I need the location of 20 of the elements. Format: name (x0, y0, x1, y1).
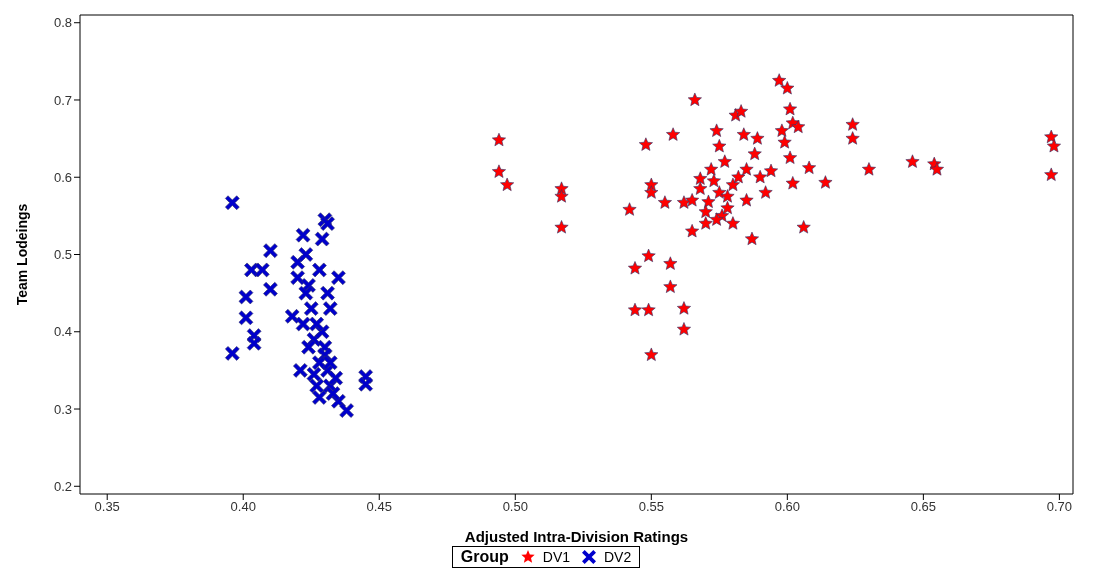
x-tick-label: 0.65 (910, 499, 937, 515)
y-tick-label: 0.2 (53, 478, 72, 494)
x-tick-label: 0.45 (366, 499, 392, 515)
legend-label: DV1 (542, 549, 570, 565)
x-tick-label: 0.70 (1046, 499, 1073, 515)
y-axis-title: Team Lodeings (13, 203, 30, 306)
x-tick-label: 0.35 (94, 499, 120, 515)
x-tick-label: 0.50 (502, 499, 528, 515)
y-tick-label: 0.3 (53, 401, 72, 417)
x-tick-label: 0.40 (230, 499, 256, 515)
y-tick-label: 0.6 (53, 169, 72, 185)
x-axis-title: Adjusted Intra-Division Ratings (464, 528, 689, 545)
x-tick-label: 0.60 (774, 499, 800, 515)
legend-label: DV2 (604, 549, 632, 565)
y-tick-label: 0.8 (53, 15, 72, 31)
legend-title: Group (460, 548, 509, 566)
y-tick-label: 0.4 (53, 324, 72, 340)
x-tick-label: 0.55 (638, 499, 664, 515)
y-tick-label: 0.5 (53, 247, 72, 263)
y-tick-label: 0.7 (53, 92, 72, 108)
